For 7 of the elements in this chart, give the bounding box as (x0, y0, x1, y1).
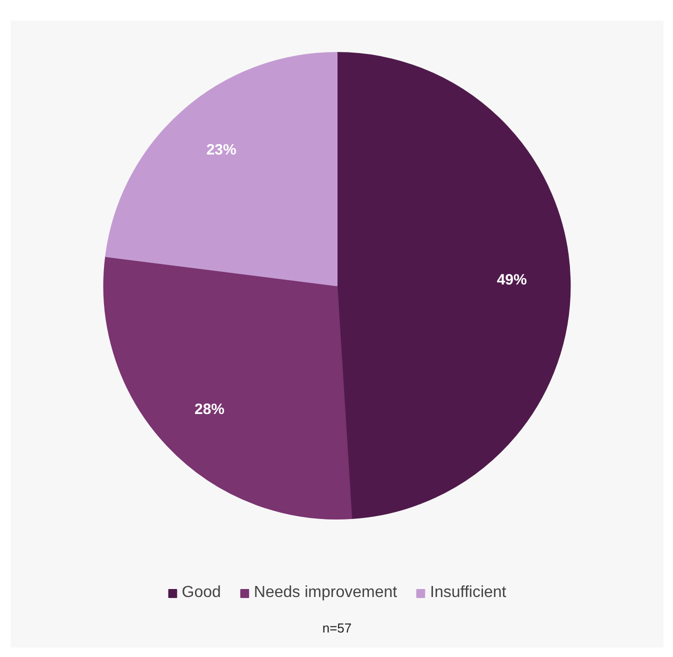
data-label: 49% (496, 272, 527, 289)
data-label: 23% (206, 142, 236, 159)
legend-label: Insufficient (430, 584, 506, 602)
legend-label: Needs improvement (254, 584, 398, 602)
data-label: 28% (194, 401, 225, 418)
legend-label: Good (182, 584, 221, 602)
text: n=57 (322, 620, 352, 636)
